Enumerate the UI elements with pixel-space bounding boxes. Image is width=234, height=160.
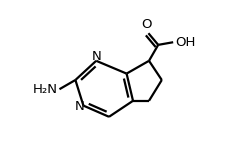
Text: N: N [92,50,102,63]
Text: OH: OH [175,36,195,49]
Text: O: O [142,18,152,31]
Text: H₂N: H₂N [33,83,58,96]
Text: N: N [74,100,84,113]
